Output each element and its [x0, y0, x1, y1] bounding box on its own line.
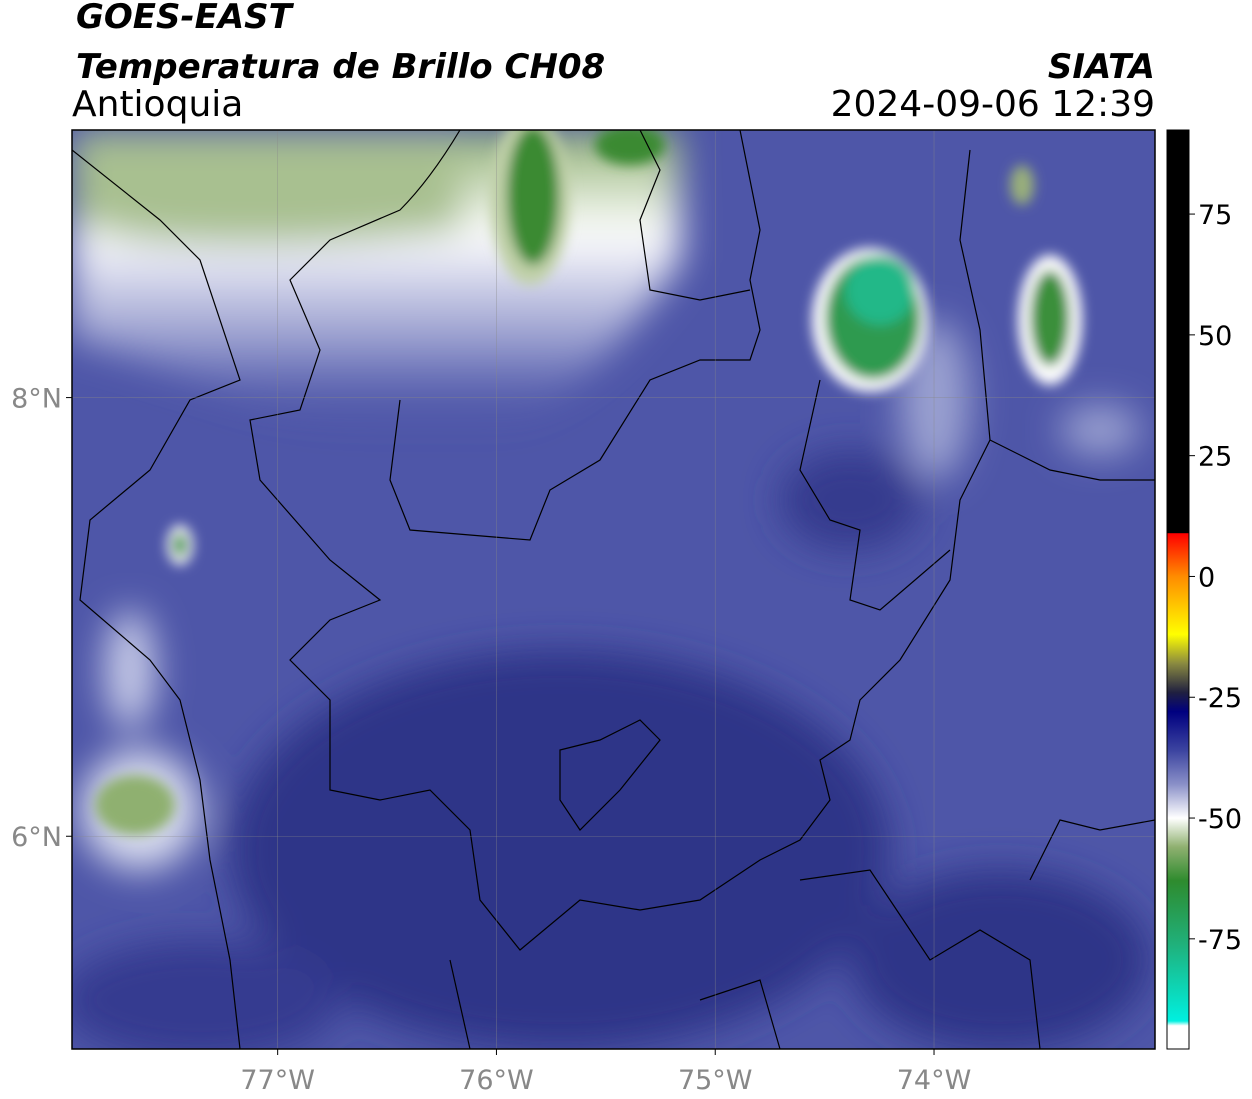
- colorbar-tick-label: 50: [1198, 321, 1232, 352]
- colorbar: [1166, 129, 1190, 1050]
- lon-tick-label: 77°W: [240, 1065, 315, 1096]
- region: Antioquia: [72, 84, 243, 125]
- lon-tick-label: 76°W: [459, 1065, 534, 1096]
- map-image: [72, 130, 1155, 1049]
- colorbar-tick-label: -25: [1198, 683, 1242, 714]
- lon-tick-label: 75°W: [678, 1065, 753, 1096]
- lat-tick-label: 6°N: [11, 822, 62, 853]
- colorbar-tick-label: 75: [1198, 200, 1232, 231]
- lat-tick-label: 8°N: [11, 384, 62, 415]
- colorbar-tick-label: -50: [1198, 804, 1242, 835]
- source: SIATA: [1048, 47, 1155, 87]
- satellite: GOES-EAST: [76, 0, 295, 37]
- colorbar-tick-label: 25: [1198, 442, 1232, 473]
- lon-tick-label: 74°W: [897, 1065, 972, 1096]
- colorbar-tick-label: -75: [1198, 925, 1242, 956]
- colorbar-tick-label: 0: [1198, 562, 1215, 593]
- datetime: 2024-09-06 12:39: [831, 84, 1155, 125]
- map-frame: [71, 129, 1156, 1050]
- title: Temperatura de Brillo CH08: [76, 47, 605, 87]
